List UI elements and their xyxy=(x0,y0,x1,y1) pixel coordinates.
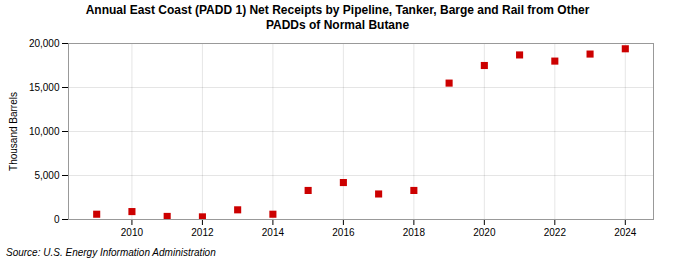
svg-text:2022: 2022 xyxy=(544,227,567,238)
svg-text:2020: 2020 xyxy=(473,227,496,238)
svg-text:15,000: 15,000 xyxy=(29,82,60,93)
svg-text:5,000: 5,000 xyxy=(34,170,59,181)
svg-text:2024: 2024 xyxy=(614,227,637,238)
svg-text:2010: 2010 xyxy=(121,227,144,238)
svg-text:2014: 2014 xyxy=(262,227,285,238)
svg-text:2018: 2018 xyxy=(403,227,426,238)
svg-text:2016: 2016 xyxy=(332,227,355,238)
svg-text:0: 0 xyxy=(54,214,60,225)
html-text:Annual East Coast (PADD 1) Net: Annual East Coast (PADD 1) Net Receipts … xyxy=(85,3,590,17)
svg-text:2012: 2012 xyxy=(191,227,214,238)
html-text:PADDs of Normal Butane: PADDs of Normal Butane xyxy=(265,18,410,32)
svg-text:20,000: 20,000 xyxy=(29,38,60,49)
svg-text:Thousand Barrels: Thousand Barrels xyxy=(8,92,19,171)
html-text:Source: U.S. Energy Informatio: Source: U.S. Energy Information Administ… xyxy=(6,247,216,258)
svg-text:10,000: 10,000 xyxy=(29,126,60,137)
